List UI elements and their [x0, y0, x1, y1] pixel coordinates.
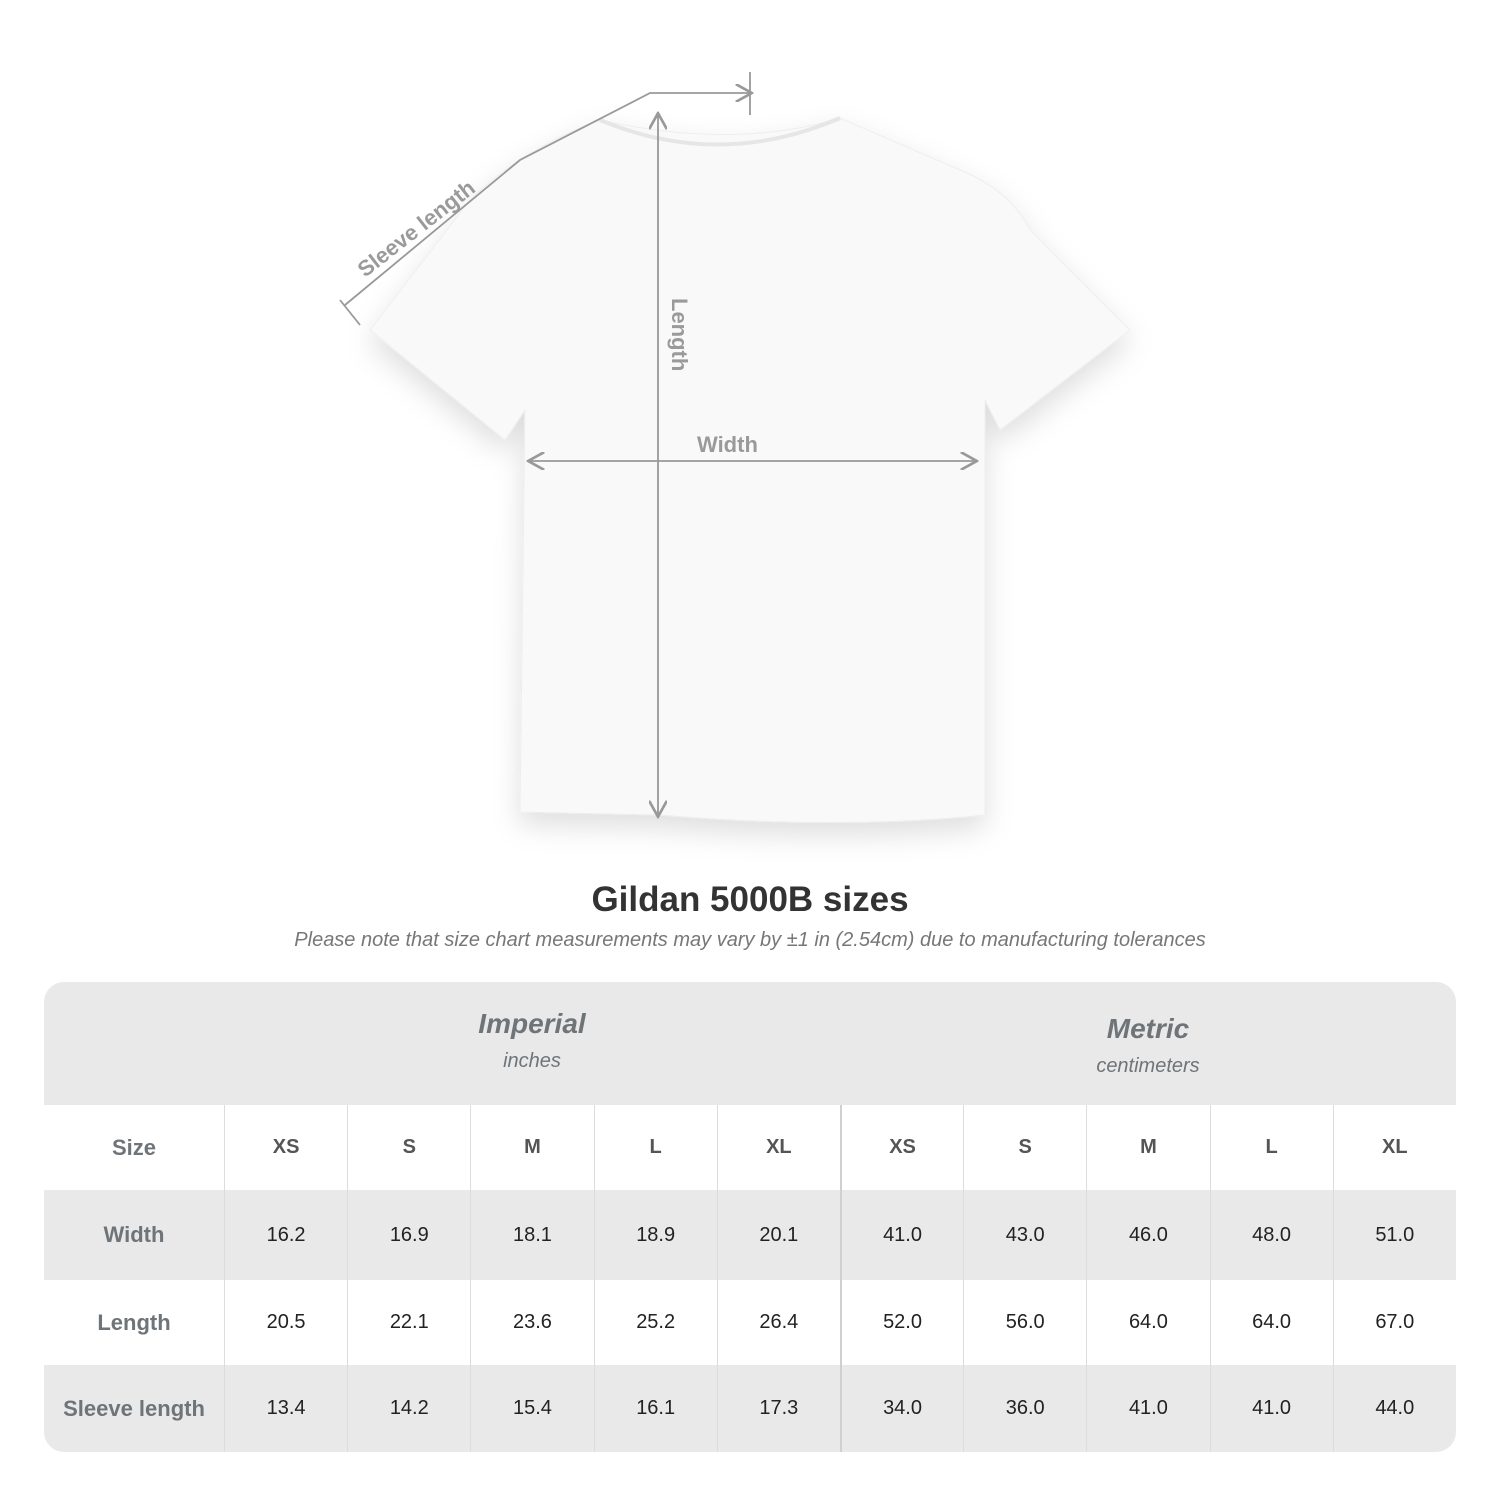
table-cell: 46.0 — [1086, 1190, 1209, 1280]
imperial-unit: inches — [503, 1050, 561, 1072]
table-cell: 20.5 — [224, 1280, 347, 1365]
page-title: Gildan 5000B sizes — [591, 880, 909, 919]
table-cell: 44.0 — [1332, 1365, 1456, 1452]
width-label: Width — [697, 432, 758, 457]
table-cell: L — [1209, 1105, 1333, 1190]
table-cell: M — [470, 1105, 593, 1190]
table-cell: 13.4 — [224, 1365, 347, 1452]
table-cell: 64.0 — [1086, 1280, 1209, 1365]
table-cell: 16.2 — [224, 1190, 347, 1280]
row-label: Sleeve length — [63, 1395, 205, 1421]
table-cell: 41.0 — [1086, 1365, 1209, 1452]
table-cell: 67.0 — [1332, 1280, 1456, 1365]
table-cell: XL — [1332, 1105, 1456, 1190]
table-cell: 51.0 — [1332, 1190, 1456, 1280]
metric-title: Metric — [1106, 1013, 1190, 1044]
table-cell: 14.2 — [347, 1365, 470, 1452]
table-cell: 64.0 — [1209, 1280, 1333, 1365]
table-cell: 43.0 — [963, 1190, 1086, 1280]
table-cell: 34.0 — [839, 1365, 963, 1452]
metric-header: Metric centimeters — [840, 1013, 1456, 1078]
table-cell: 15.4 — [470, 1365, 593, 1452]
size-table: Imperial inches Metric centimeters Size X… — [44, 982, 1456, 1452]
sleeve-measure-line — [344, 93, 750, 306]
table-row: Width 16.2 16.9 18.1 18.9 20.1 41.0 43.0 46.0 48.… — [44, 1190, 1456, 1280]
table-cell: 20.1 — [716, 1190, 840, 1280]
table-cell: 52.0 — [839, 1280, 963, 1365]
length-label: Length — [667, 298, 692, 371]
table-cell: 18.9 — [593, 1190, 717, 1280]
row-label: Width — [103, 1222, 165, 1247]
table-cell: 26.4 — [716, 1280, 840, 1365]
table-cell: 36.0 — [963, 1365, 1086, 1452]
unit-header: Imperial inches Metric centimeters — [44, 982, 1456, 1105]
size-header-row: Size XS S M L XL XS S M L XL — [44, 1105, 1456, 1190]
table-cell: XL — [716, 1105, 840, 1190]
table-cell: 16.1 — [593, 1365, 717, 1452]
row-label: Length — [97, 1309, 171, 1335]
metric-unit: centimeters — [1096, 1055, 1200, 1077]
table-cell: 18.1 — [470, 1190, 593, 1280]
tolerance-note: Please note that size chart measurements… — [294, 929, 1206, 951]
table-cell: S — [347, 1105, 470, 1190]
table-cell: 41.0 — [839, 1190, 963, 1280]
table-cell: 41.0 — [1209, 1365, 1333, 1452]
table-cell: 23.6 — [470, 1280, 593, 1365]
tshirt-image — [369, 117, 1131, 823]
table-cell: 17.3 — [716, 1365, 840, 1452]
imperial-title: Imperial — [478, 1008, 586, 1039]
table-cell: S — [963, 1105, 1086, 1190]
tshirt-diagram: Sleeve length Length Width — [339, 72, 1131, 823]
table-cell: 56.0 — [963, 1280, 1086, 1365]
table-cell: 16.9 — [347, 1190, 470, 1280]
row-label: Size — [111, 1134, 157, 1160]
table-cell: M — [1086, 1105, 1209, 1190]
table-row: Length 20.5 22.1 23.6 25.2 26.4 52.0 56.0 64.0 64… — [44, 1280, 1456, 1365]
table-cell: XS — [839, 1105, 963, 1190]
imperial-header: Imperial inches — [224, 1008, 840, 1073]
table-cell: 22.1 — [347, 1280, 470, 1365]
table-cell: 48.0 — [1209, 1190, 1333, 1280]
table-cell: XS — [224, 1105, 347, 1190]
table-cell: L — [593, 1105, 717, 1190]
table-row: Sleeve length 13.4 14.2 15.4 16.1 17.3 34.0 36.… — [44, 1365, 1456, 1452]
table-cell: 25.2 — [593, 1280, 717, 1365]
